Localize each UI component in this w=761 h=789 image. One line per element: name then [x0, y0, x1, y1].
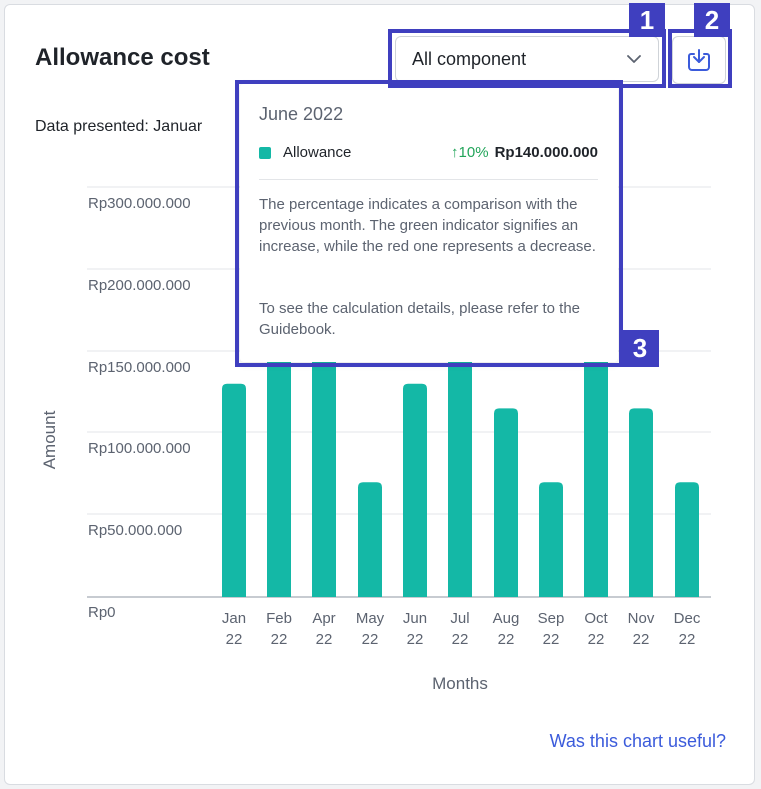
- chevron-down-icon: [627, 55, 641, 63]
- x-tick-label: Jan: [222, 610, 246, 627]
- x-tick-label: May: [356, 610, 385, 627]
- download-button[interactable]: [672, 36, 726, 84]
- y-axis-title: Amount: [40, 410, 59, 469]
- callout-label-3: 3: [621, 330, 659, 367]
- bar-aug[interactable]: [494, 408, 518, 597]
- x-tick-label: Jun: [403, 610, 427, 627]
- bar-feb[interactable]: [267, 351, 291, 597]
- data-range-label: Data presented: Januar: [35, 118, 203, 135]
- y-tick-label: Rp150.000.000: [88, 359, 191, 376]
- bar-apr[interactable]: [312, 351, 336, 597]
- bar-nov[interactable]: [629, 408, 653, 597]
- download-icon: [688, 49, 710, 71]
- callout-label-2: 2: [694, 3, 730, 37]
- x-tick-year: 22: [226, 631, 243, 648]
- tooltip-month: June 2022: [259, 104, 344, 124]
- bar-oct[interactable]: [584, 351, 608, 597]
- series-swatch: [259, 146, 271, 159]
- bar-jan[interactable]: [222, 383, 246, 597]
- y-tick-label: Rp0: [88, 604, 116, 621]
- x-tick-label: Nov: [628, 610, 655, 627]
- tooltip-divider: [259, 179, 598, 180]
- x-tick-year: 22: [407, 631, 424, 648]
- x-tick-label: Sep: [538, 610, 565, 627]
- tooltip-change-value: 10%: [458, 144, 489, 161]
- x-tick-label: Oct: [584, 610, 608, 627]
- tooltip-description: The percentage indicates a comparison wi…: [259, 196, 596, 255]
- tooltip-value: Rp140.000.000: [494, 144, 598, 161]
- bar-jul[interactable]: [448, 351, 472, 597]
- bar-jun[interactable]: [403, 383, 427, 597]
- chart-tooltip: June 2022 Allowance ↑10% Rp140.000.000 T…: [240, 84, 618, 362]
- bar-may[interactable]: [358, 482, 382, 597]
- x-tick-year: 22: [452, 631, 469, 648]
- dropdown-selected-value: All component: [412, 48, 527, 69]
- x-tick-year: 22: [588, 631, 605, 648]
- x-axis-title: Months: [432, 674, 488, 693]
- x-tick-year: 22: [271, 631, 288, 648]
- callout-label-1: 1: [629, 3, 665, 37]
- chart-feedback-link[interactable]: Was this chart useful?: [549, 731, 726, 751]
- x-tick-year: 22: [362, 631, 379, 648]
- x-tick-year: 22: [679, 631, 696, 648]
- x-tick-label: Dec: [674, 610, 701, 627]
- x-tick-label: Aug: [493, 610, 520, 627]
- x-tick-year: 22: [316, 631, 333, 648]
- x-tick-label: Apr: [312, 610, 335, 627]
- tooltip-series-row: Allowance ↑10% Rp140.000.000: [259, 144, 598, 161]
- x-tick-year: 22: [633, 631, 650, 648]
- y-tick-label: Rp200.000.000: [88, 277, 191, 294]
- x-tick-label: Feb: [266, 610, 292, 627]
- x-tick-year: 22: [543, 631, 560, 648]
- y-tick-label: Rp300.000.000: [88, 195, 191, 212]
- x-tick-label: Jul: [450, 610, 469, 627]
- tooltip-guidebook-note: To see the calculation details, please r…: [259, 300, 581, 338]
- arrow-up-icon: ↑: [451, 144, 459, 161]
- tooltip-change: ↑10%: [451, 144, 489, 161]
- component-filter-dropdown[interactable]: All component: [395, 36, 659, 82]
- x-tick-year: 22: [498, 631, 515, 648]
- bar-sep[interactable]: [539, 482, 563, 597]
- bar-dec[interactable]: [675, 482, 699, 597]
- y-tick-label: Rp50.000.000: [88, 522, 182, 539]
- tooltip-series-name: Allowance: [283, 144, 352, 161]
- card-title: Allowance cost: [35, 44, 210, 71]
- y-tick-label: Rp100.000.000: [88, 440, 191, 457]
